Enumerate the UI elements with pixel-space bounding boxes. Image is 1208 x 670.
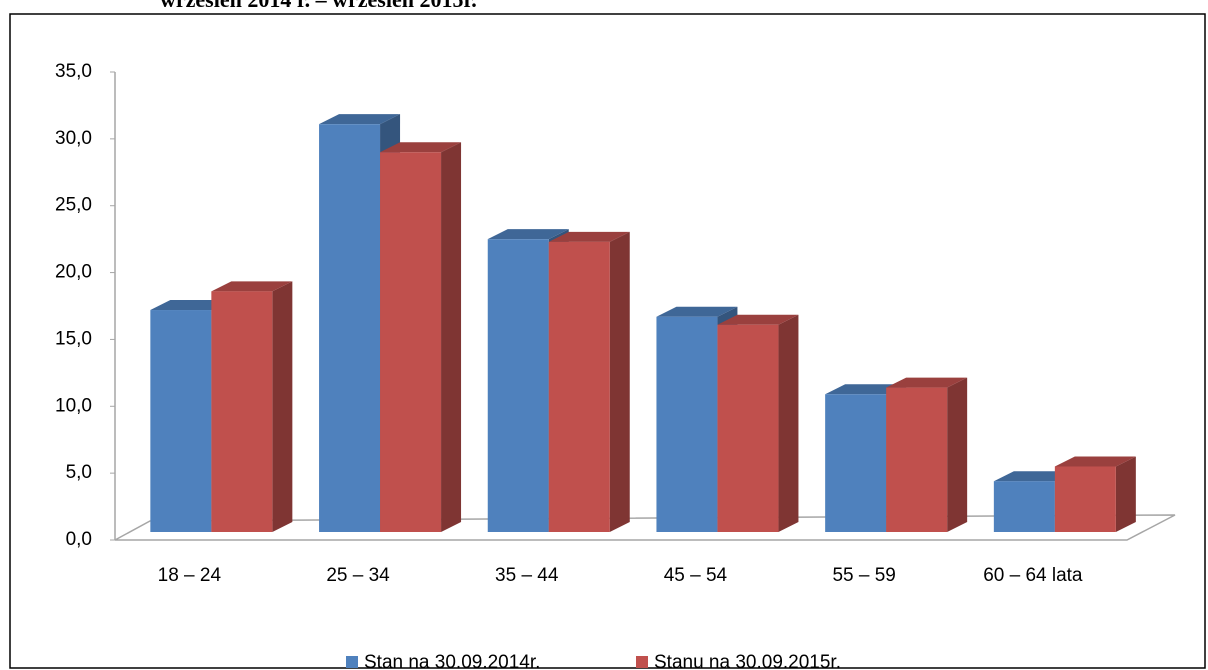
bar-side	[1115, 456, 1136, 532]
bar-front	[993, 481, 1055, 532]
y-tick-label: 25,0	[55, 195, 92, 216]
x-tick-label: 25 – 34	[326, 565, 390, 586]
bar	[1054, 456, 1136, 532]
bar-front	[656, 316, 718, 532]
bar-front	[1054, 466, 1116, 532]
bar-side	[947, 377, 968, 532]
y-tick-label: 10,0	[55, 395, 92, 416]
bar-side	[272, 281, 293, 532]
bar	[717, 314, 799, 532]
legend-swatch	[636, 656, 648, 668]
bar-front	[717, 324, 779, 532]
bar-front	[211, 291, 273, 532]
x-tick-label: 45 – 54	[664, 565, 728, 586]
bar-side	[441, 142, 462, 532]
bar-front	[380, 152, 442, 532]
x-tick-label: 18 – 24	[158, 565, 222, 586]
bar-front	[487, 239, 549, 532]
bar-front	[319, 124, 381, 533]
legend-swatch	[346, 656, 358, 668]
bar-top	[656, 306, 738, 317]
bar-front	[825, 394, 887, 532]
bar-top	[1054, 456, 1136, 467]
y-tick-label: 35,0	[55, 61, 92, 82]
bar-top	[886, 377, 968, 388]
bar-top	[548, 231, 630, 242]
bar-front	[150, 310, 212, 532]
bar	[548, 231, 630, 532]
x-tick-label: 35 – 44	[495, 565, 559, 586]
y-tick-label: 15,0	[55, 328, 92, 349]
legend-label: Stanu na 30.09.2015r.	[654, 652, 841, 670]
x-tick-label: 60 – 64 lata	[983, 565, 1083, 586]
bar-top	[380, 142, 462, 153]
bar-side	[778, 314, 799, 532]
bar	[211, 281, 293, 532]
bar-front	[548, 241, 610, 532]
bar	[886, 377, 968, 532]
y-tick-label: 5,0	[66, 462, 92, 483]
bar-top	[150, 300, 232, 311]
y-tick-label: 20,0	[55, 262, 92, 283]
bar	[380, 142, 462, 532]
bar-front	[886, 387, 948, 532]
y-tick-label: 30,0	[55, 128, 92, 149]
chart-title: wrzesień 2014 r. – wrzesień 2015r.	[160, 0, 477, 12]
bar-top	[993, 471, 1075, 482]
bar-top	[825, 384, 907, 395]
y-tick-label: 0,0	[66, 529, 92, 550]
bar-top	[487, 229, 569, 240]
x-tick-label: 55 – 59	[832, 565, 895, 586]
bar-top	[211, 281, 293, 292]
bar-top	[717, 314, 799, 325]
bar-top	[319, 114, 401, 125]
legend-label: Stan na 30.09.2014r.	[364, 652, 540, 670]
bar-side	[609, 231, 630, 532]
